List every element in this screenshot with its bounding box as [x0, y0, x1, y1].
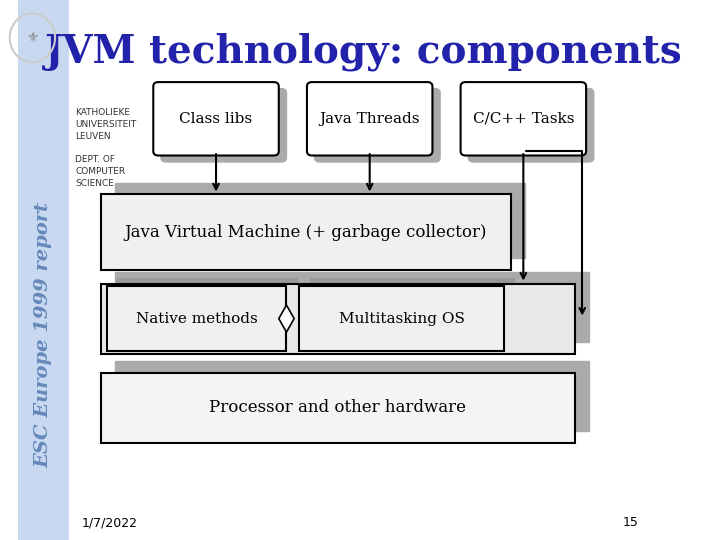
Text: Java Threads: Java Threads	[320, 112, 420, 126]
Bar	[115, 272, 589, 342]
Bar	[101, 194, 510, 270]
Text: Processor and other hardware: Processor and other hardware	[210, 399, 466, 416]
Bar	[101, 373, 575, 443]
Bar	[107, 286, 287, 351]
Text: Native methods: Native methods	[136, 312, 258, 326]
Polygon shape	[279, 305, 294, 332]
Text: Java Virtual Machine (+ garbage collector): Java Virtual Machine (+ garbage collecto…	[125, 224, 487, 241]
FancyBboxPatch shape	[461, 82, 586, 156]
Text: JVM technology: components: JVM technology: components	[45, 32, 682, 71]
Text: Class libs: Class libs	[179, 112, 253, 126]
Text: 15: 15	[623, 516, 639, 529]
Text: C/C++ Tasks: C/C++ Tasks	[472, 112, 574, 126]
FancyBboxPatch shape	[468, 89, 594, 162]
FancyBboxPatch shape	[153, 82, 279, 156]
Text: ESC Europe 1999 report: ESC Europe 1999 report	[34, 202, 52, 468]
Text: 1/7/2022: 1/7/2022	[81, 516, 138, 529]
Bar	[115, 183, 525, 258]
Text: Multitasking OS: Multitasking OS	[339, 312, 464, 326]
FancyBboxPatch shape	[17, 0, 69, 540]
FancyBboxPatch shape	[161, 89, 287, 162]
Bar	[115, 361, 589, 431]
Text: ⚜: ⚜	[26, 31, 39, 45]
FancyBboxPatch shape	[307, 82, 433, 156]
Bar	[300, 286, 504, 351]
FancyBboxPatch shape	[315, 89, 440, 162]
Bar	[117, 278, 297, 342]
Bar	[310, 278, 514, 342]
Text: KATHOLIEKE
UNIVERSITEIT
LEUVEN

DEPT. OF
COMPUTER
SCIENCE: KATHOLIEKE UNIVERSITEIT LEUVEN DEPT. OF …	[75, 108, 136, 188]
Bar	[101, 284, 575, 354]
